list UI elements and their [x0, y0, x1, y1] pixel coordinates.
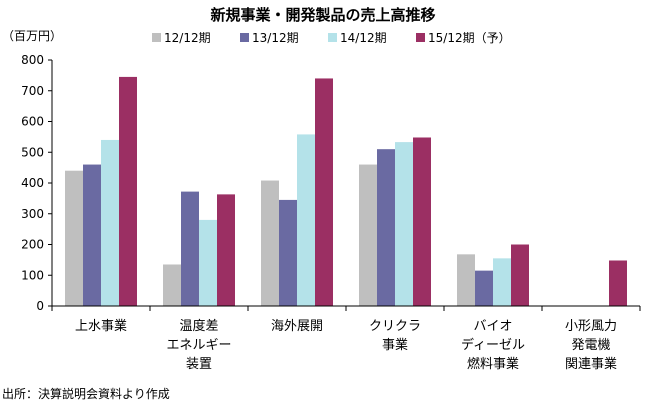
bar-series-group — [65, 76, 627, 306]
bar-cat3-series2 — [395, 142, 413, 306]
legend-label-0: 12/12期 — [164, 31, 211, 45]
y-tick-label-7: 700 — [21, 84, 44, 98]
y-tick-label-6: 600 — [21, 115, 44, 129]
y-axis-ticks: 0 100 200 300 400 500 600 700 800 — [21, 53, 52, 313]
bar-cat2-series1 — [279, 199, 297, 306]
bar-cat1-series0 — [163, 264, 181, 306]
legend-swatch-0 — [152, 33, 161, 42]
bar-cat3-series1 — [377, 149, 395, 306]
bar-cat2-series0 — [261, 180, 279, 306]
y-tick-label-1: 100 — [21, 268, 44, 282]
x-category-label-2: 海外展開 — [271, 319, 323, 334]
bar-cat4-series1 — [475, 270, 493, 306]
source-note: 出所：決算説明会資料より作成 — [2, 386, 170, 401]
bar-cat4-series3 — [511, 244, 529, 306]
x-category-label-5: 小形風力発電機関連事業 — [565, 319, 617, 372]
legend-swatch-2 — [328, 33, 337, 42]
bar-cat5-series3 — [609, 260, 627, 306]
y-tick-label-5: 500 — [21, 145, 44, 159]
bar-cat4-series2 — [493, 258, 511, 306]
y-tick-label-0: 0 — [36, 299, 44, 313]
x-category-label-3: クリクラ事業 — [369, 319, 421, 353]
bar-cat1-series1 — [181, 191, 199, 306]
chart-legend: 12/12期 13/12期 14/12期 15/12期（予） — [152, 31, 511, 45]
y-tick-label-3: 300 — [21, 207, 44, 221]
bar-cat0-series3 — [119, 76, 137, 306]
chart-title: 新規事業・開発製品の売上高推移 — [210, 6, 435, 24]
bar-cat0-series0 — [65, 170, 83, 306]
x-category-label-0: 上水事業 — [75, 318, 127, 334]
bar-cat1-series2 — [199, 219, 217, 306]
x-category-label-4: バイオディーゼル燃料事業 — [461, 319, 525, 372]
legend-label-2: 14/12期 — [340, 31, 387, 45]
x-category-label-1: 温度差エネルギー装置 — [166, 318, 231, 372]
bar-cat3-series3 — [413, 137, 431, 306]
legend-swatch-3 — [416, 33, 425, 42]
bar-cat2-series2 — [297, 134, 315, 306]
bar-cat0-series2 — [101, 139, 119, 306]
y-axis-unit-label: （百万円） — [2, 29, 62, 43]
bar-cat2-series3 — [315, 78, 333, 306]
bar-cat3-series0 — [359, 164, 377, 306]
bar-cat1-series3 — [217, 194, 235, 306]
legend-swatch-1 — [240, 33, 249, 42]
y-tick-label-2: 200 — [21, 238, 44, 252]
legend-label-3: 15/12期（予） — [428, 31, 511, 45]
bar-cat0-series1 — [83, 164, 101, 306]
chart-axes — [51, 60, 641, 311]
y-tick-label-8: 800 — [21, 53, 44, 67]
legend-label-1: 13/12期 — [252, 31, 299, 45]
bar-cat4-series0 — [457, 254, 475, 306]
x-axis-category-labels: 上水事業 温度差エネルギー装置 海外展開 クリクラ事業 バイオディーゼル燃料事業小形風力… — [75, 318, 617, 372]
y-tick-label-4: 400 — [21, 176, 44, 190]
